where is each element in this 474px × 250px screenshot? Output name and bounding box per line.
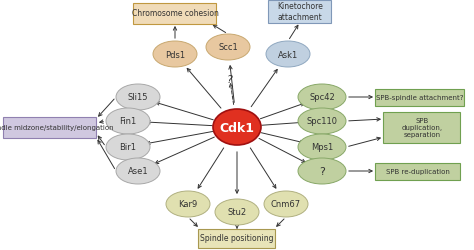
Text: SPB
duplication,
separation: SPB duplication, separation	[401, 118, 443, 138]
FancyBboxPatch shape	[375, 163, 461, 180]
Text: Spindle positioning: Spindle positioning	[200, 234, 274, 242]
Ellipse shape	[298, 158, 346, 184]
Text: Spc110: Spc110	[307, 117, 337, 126]
Text: Sli15: Sli15	[128, 93, 148, 102]
Ellipse shape	[264, 191, 308, 217]
Ellipse shape	[298, 134, 346, 160]
Text: SPB-spindle attachment?: SPB-spindle attachment?	[376, 94, 464, 100]
FancyBboxPatch shape	[268, 0, 331, 24]
Ellipse shape	[106, 134, 150, 160]
Text: Cnm67: Cnm67	[271, 200, 301, 209]
Text: Pds1: Pds1	[165, 50, 185, 59]
Text: Spc42: Spc42	[309, 93, 335, 102]
Text: SPB re-duplication: SPB re-duplication	[386, 168, 450, 174]
Text: ?: ?	[227, 75, 233, 85]
Text: Ase1: Ase1	[128, 167, 148, 176]
Text: Kar9: Kar9	[178, 200, 198, 209]
Text: Cdk1: Cdk1	[219, 121, 255, 134]
Text: Chromosome cohesion: Chromosome cohesion	[132, 10, 219, 18]
Ellipse shape	[116, 158, 160, 184]
Ellipse shape	[298, 85, 346, 110]
Text: Spindle midzone/stability/elongation: Spindle midzone/stability/elongation	[0, 124, 114, 130]
Text: Fin1: Fin1	[119, 117, 137, 126]
FancyBboxPatch shape	[134, 4, 217, 24]
Text: ?: ?	[319, 166, 325, 176]
Ellipse shape	[153, 42, 197, 68]
FancyBboxPatch shape	[3, 117, 97, 138]
Ellipse shape	[213, 110, 261, 146]
Text: Scc1: Scc1	[218, 43, 238, 52]
Ellipse shape	[298, 108, 346, 134]
Ellipse shape	[116, 85, 160, 110]
Text: Stu2: Stu2	[228, 208, 246, 217]
Ellipse shape	[106, 108, 150, 134]
Text: Ask1: Ask1	[278, 50, 298, 59]
Ellipse shape	[206, 35, 250, 61]
Text: Kinetochore
attachment: Kinetochore attachment	[277, 2, 323, 22]
FancyBboxPatch shape	[199, 228, 275, 248]
Text: Bir1: Bir1	[119, 143, 137, 152]
Ellipse shape	[215, 199, 259, 225]
FancyBboxPatch shape	[383, 112, 461, 143]
Ellipse shape	[166, 191, 210, 217]
Text: Mps1: Mps1	[311, 143, 333, 152]
Ellipse shape	[266, 42, 310, 68]
FancyBboxPatch shape	[375, 89, 465, 106]
